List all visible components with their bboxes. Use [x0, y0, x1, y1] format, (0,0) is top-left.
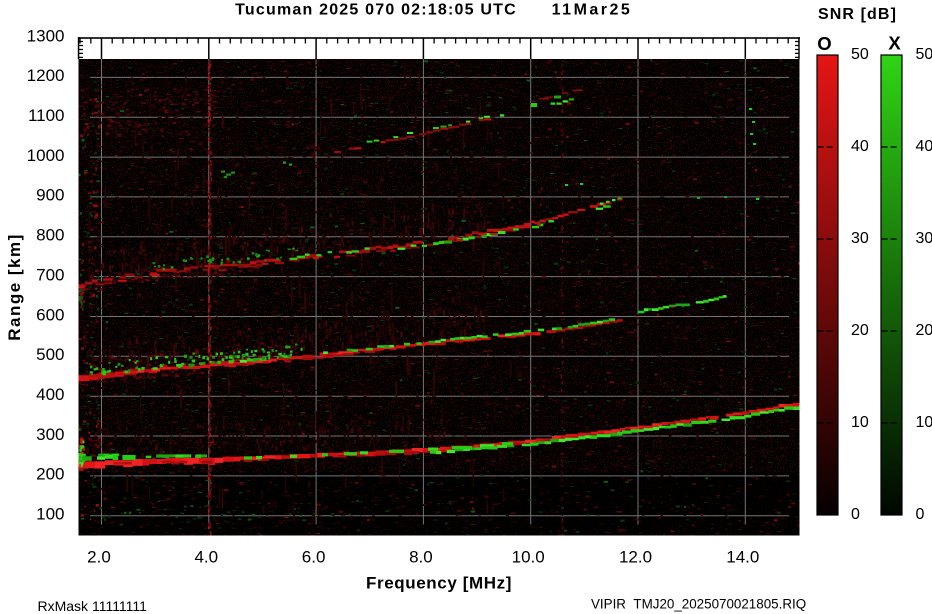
svg-text:30: 30	[851, 230, 869, 247]
svg-text:30: 30	[916, 230, 932, 247]
svg-text:50: 50	[916, 46, 932, 63]
svg-text:0: 0	[916, 506, 925, 523]
svg-text:700: 700	[36, 265, 64, 284]
svg-text:1200: 1200	[27, 66, 65, 85]
svg-text:10.0: 10.0	[512, 548, 545, 567]
svg-text:12.0: 12.0	[619, 548, 652, 567]
svg-text:8.0: 8.0	[409, 548, 433, 567]
svg-text:X: X	[888, 33, 901, 54]
svg-text:300: 300	[36, 425, 64, 444]
svg-text:900: 900	[36, 186, 64, 205]
svg-text:1000: 1000	[27, 146, 65, 165]
svg-text:Tucuman 2025 070 02:18:05 UTC: Tucuman 2025 070 02:18:05 UTC	[235, 2, 517, 19]
svg-text:20: 20	[916, 322, 932, 339]
svg-text:O: O	[817, 33, 831, 54]
svg-text:4.0: 4.0	[194, 548, 218, 567]
svg-text:10: 10	[916, 414, 932, 431]
svg-text:2.0: 2.0	[87, 548, 111, 567]
svg-text:40: 40	[851, 138, 869, 155]
svg-text:800: 800	[36, 226, 64, 245]
svg-text:500: 500	[36, 345, 64, 364]
svg-text:RxMask 11111111: RxMask 11111111	[38, 598, 148, 614]
svg-text:600: 600	[36, 305, 64, 324]
svg-text:100: 100	[36, 505, 64, 524]
svg-text:10: 10	[851, 414, 869, 431]
svg-text:0: 0	[851, 506, 860, 523]
svg-text:Frequency [MHz]: Frequency [MHz]	[366, 574, 512, 593]
svg-text:Range [km]: Range [km]	[5, 233, 24, 341]
svg-text:1100: 1100	[28, 106, 65, 125]
svg-text:50: 50	[851, 46, 869, 63]
svg-text:VIPIR TMJ20_2025070021805.RIQ: VIPIR TMJ20_2025070021805.RIQ	[591, 597, 806, 612]
svg-text:1300: 1300	[27, 26, 65, 45]
svg-text:20: 20	[851, 322, 869, 339]
svg-text:200: 200	[36, 465, 64, 484]
svg-text:6.0: 6.0	[302, 548, 326, 567]
svg-text:SNR [dB]: SNR [dB]	[818, 6, 897, 23]
svg-text:14.0: 14.0	[726, 548, 759, 567]
svg-text:40: 40	[916, 138, 932, 155]
svg-text:400: 400	[36, 385, 64, 404]
svg-text:11Mar25: 11Mar25	[552, 2, 633, 19]
